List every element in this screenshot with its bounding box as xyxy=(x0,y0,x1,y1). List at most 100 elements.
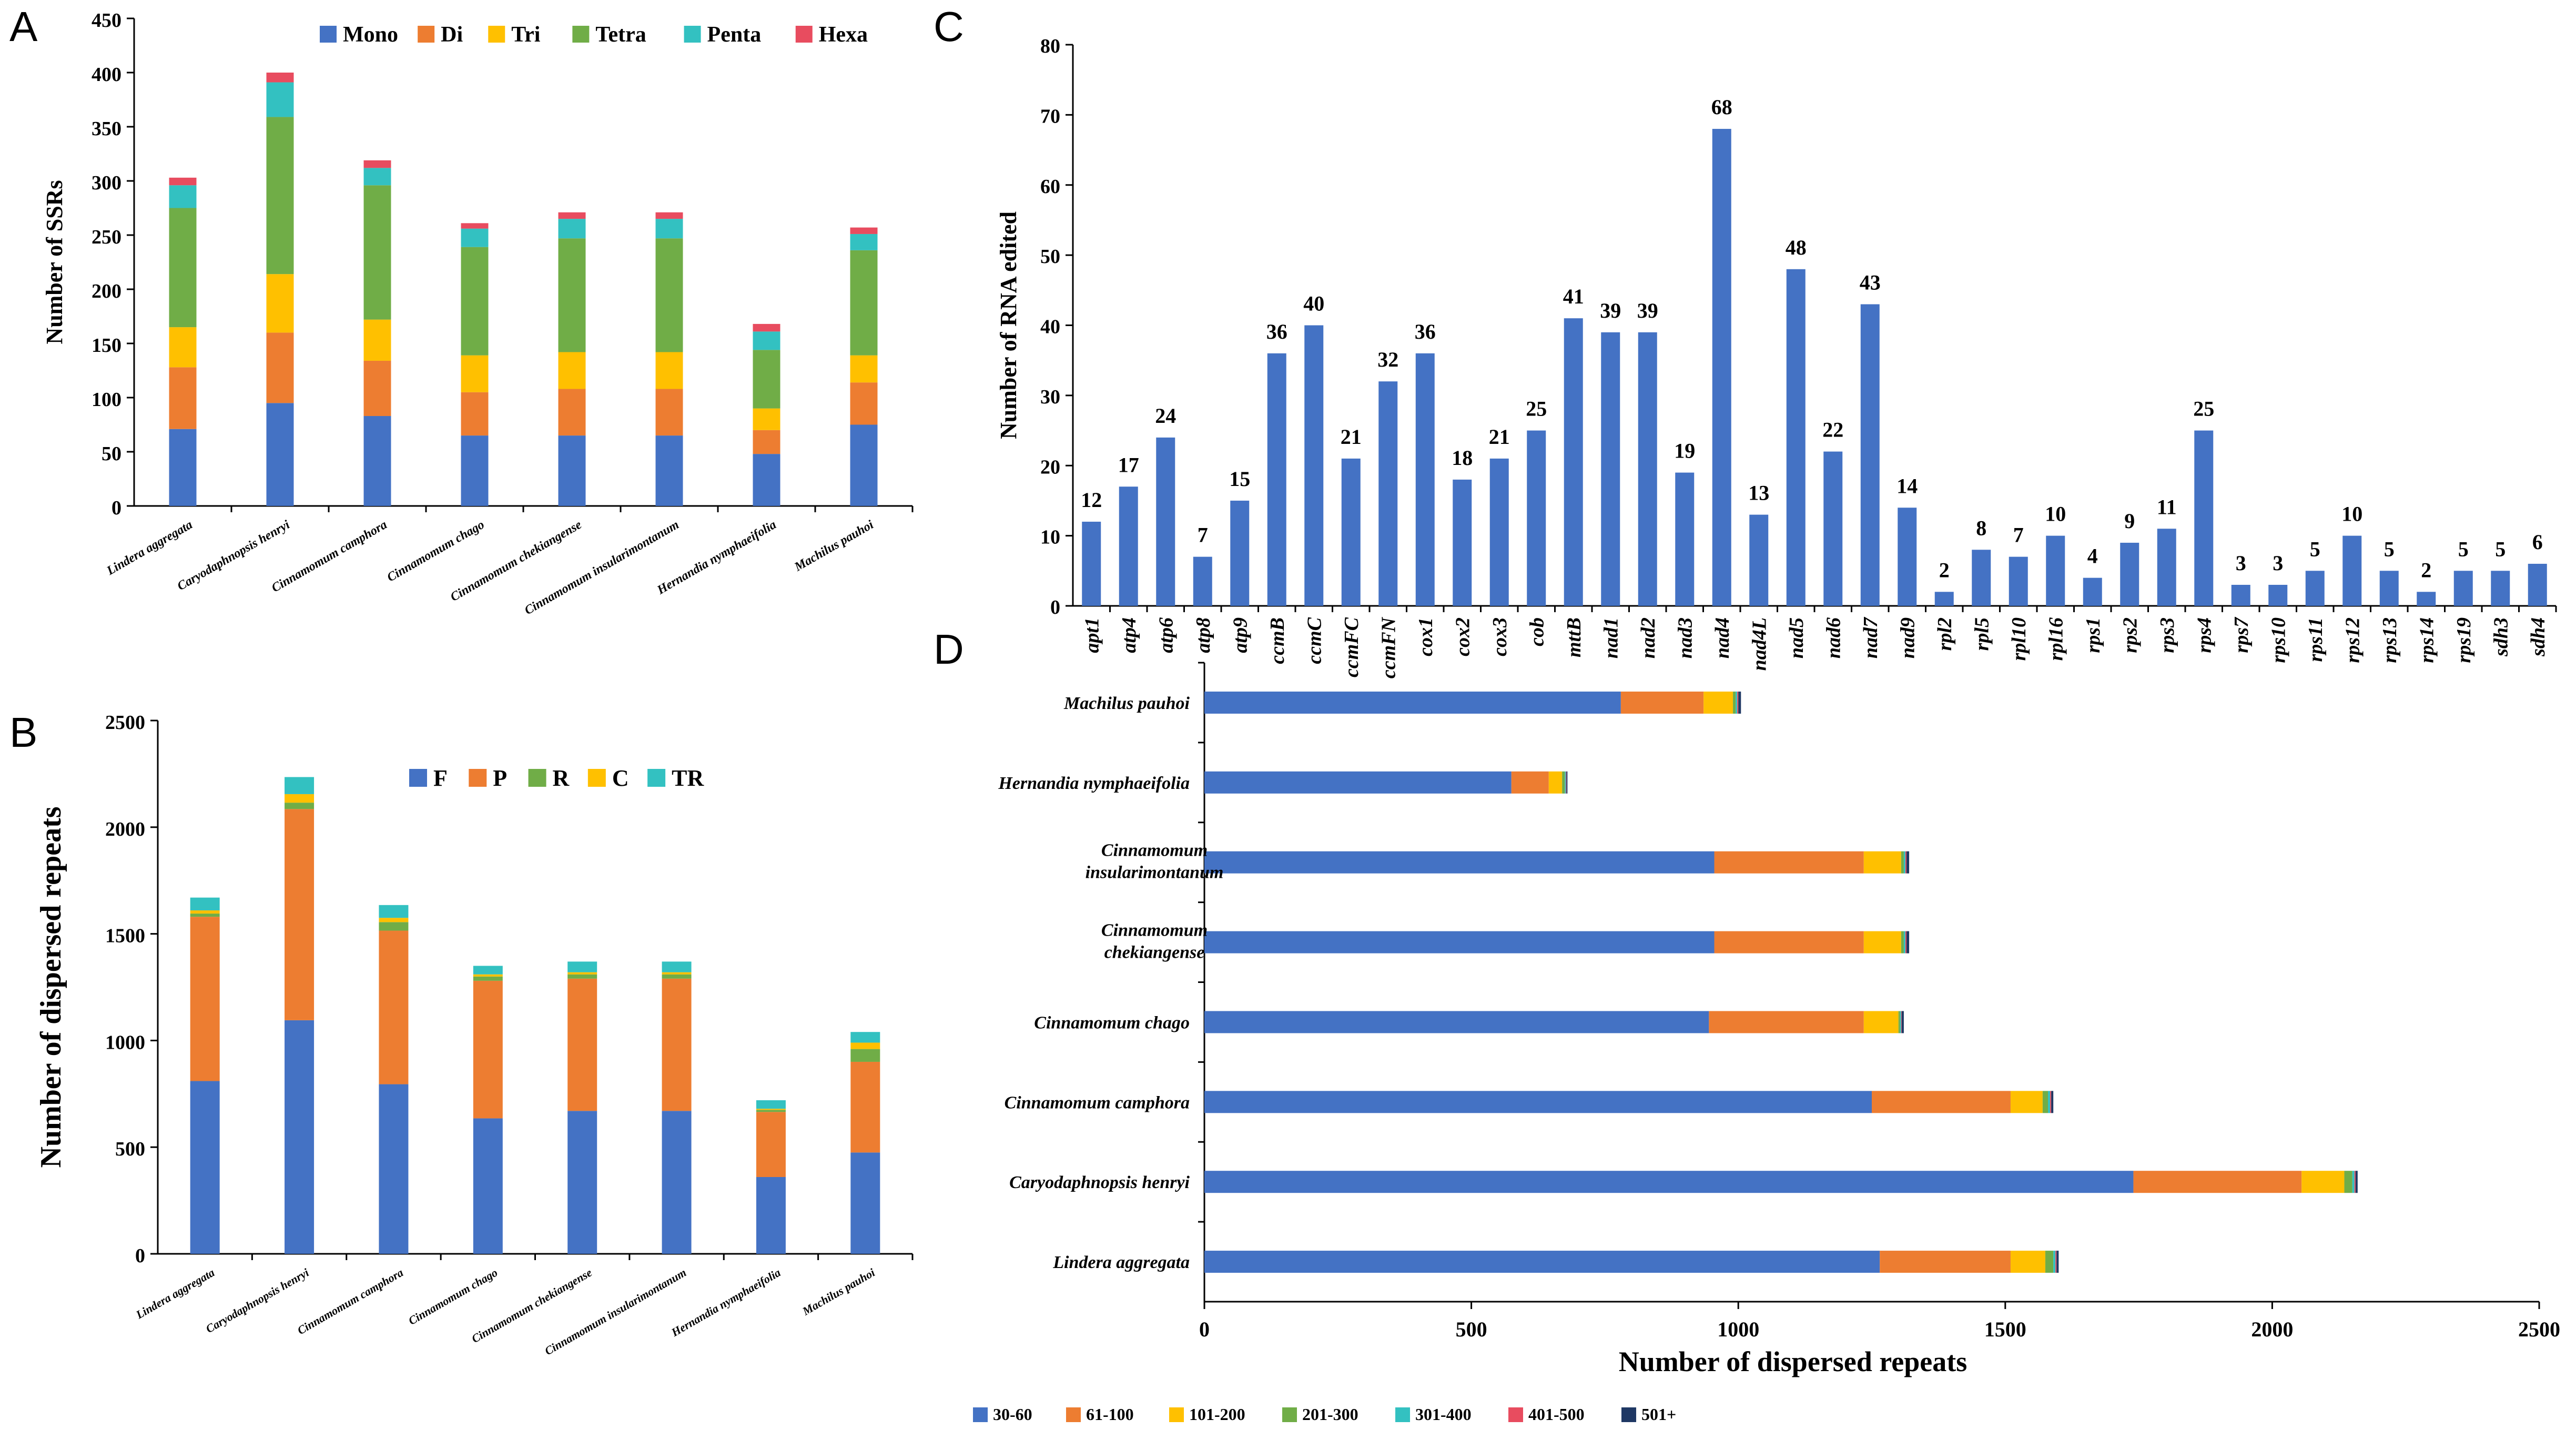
category-label-cox1: cox1 xyxy=(1415,617,1437,656)
category-label-cob: cob xyxy=(1526,617,1548,646)
bar-mono-hernandia-nymphaeifolia xyxy=(753,454,780,506)
legend-swatch-30-60 xyxy=(973,1407,988,1422)
category-label-nad4l: nad4L xyxy=(1748,617,1770,671)
bar-tri-cinnamomum-insularimontanum xyxy=(655,352,683,389)
data-label-nad1: 39 xyxy=(1600,299,1621,322)
bar-301-400-caryodaphnopsis-henryi xyxy=(2352,1171,2355,1193)
y-tick-label: 200 xyxy=(92,280,121,302)
bar-hexa-hernandia-nymphaeifolia xyxy=(753,323,780,332)
category-label-ccmfn: ccmFN xyxy=(1377,616,1399,678)
category-label-cinnamomum-chago: Cinnamomum chago xyxy=(406,1266,500,1327)
bar-201-300-cinnamomum-insularimontanum xyxy=(1901,851,1904,874)
bar-r-machilus-pauhoi xyxy=(850,1049,880,1062)
bar-rps4 xyxy=(2194,430,2214,606)
bar-501-cinnamomum-insularimontanum xyxy=(1906,851,1910,874)
bar-nad2 xyxy=(1638,332,1657,606)
bar-501-cinnamomum-camphora xyxy=(2051,1091,2054,1113)
bar-sdh4 xyxy=(2528,563,2547,606)
bar-401-500-cinnamomum-chekiangense xyxy=(1905,931,1906,954)
bar-mono-machilus-pauhoi xyxy=(850,424,878,506)
data-label-nad2: 39 xyxy=(1637,299,1658,322)
bar-di-cinnamomum-camphora xyxy=(363,360,391,417)
data-label-apt1: 12 xyxy=(1081,488,1102,512)
data-label-rps7: 3 xyxy=(2236,551,2246,575)
category-label-cinnamomum-insularimontanum: Cinnamomum insularimontanum xyxy=(522,518,681,618)
bar-p-cinnamomum-chago xyxy=(473,980,503,1119)
bar-30-60-machilus-pauhoi xyxy=(1204,691,1621,714)
bar-61-100-cinnamomum-camphora xyxy=(1872,1091,2011,1113)
bar-tri-machilus-pauhoi xyxy=(850,355,878,383)
legend-swatch-61-100 xyxy=(1066,1407,1081,1422)
y-tick-label: 100 xyxy=(92,389,121,411)
data-label-rps4: 25 xyxy=(2193,397,2214,421)
bar-atp4 xyxy=(1119,486,1138,606)
x-tick-label: 1500 xyxy=(1984,1317,2026,1341)
bar-501-cinnamomum-chago xyxy=(1901,1011,1904,1033)
bar-hexa-caryodaphnopsis-henryi xyxy=(266,73,294,83)
bar-apt1 xyxy=(1082,521,1101,606)
bar-rps3 xyxy=(2157,529,2176,606)
bar-r-caryodaphnopsis-henryi xyxy=(285,803,315,809)
data-label-cox2: 18 xyxy=(1452,446,1473,470)
bar-cox1 xyxy=(1415,353,1435,606)
legend-label-di: Di xyxy=(441,23,463,47)
data-label-sdh4: 6 xyxy=(2532,530,2543,554)
bar-rps19 xyxy=(2453,571,2473,606)
category-label-machilus-pauhoi: Machilus pauhoi xyxy=(792,518,876,575)
bar-c-cinnamomum-chekiangense xyxy=(567,972,597,975)
category-label-rps12: rps12 xyxy=(2341,617,2364,663)
y-axis-title: Number of dispersed repeats xyxy=(35,806,67,1168)
legend-label-401-500: 401-500 xyxy=(1528,1405,1585,1424)
legend-swatch-penta xyxy=(684,26,701,43)
bar-tetra-cinnamomum-insularimontanum xyxy=(655,238,683,352)
legend-swatch-101-200 xyxy=(1169,1407,1184,1422)
bar-201-300-machilus-pauhoi xyxy=(1733,691,1736,714)
bar-tr-caryodaphnopsis-henryi xyxy=(285,777,315,794)
legend-label-tetra: Tetra xyxy=(595,23,646,47)
bar-61-100-lindera-aggregata xyxy=(1880,1251,2011,1273)
bar-hexa-cinnamomum-insularimontanum xyxy=(655,212,683,219)
bar-401-500-cinnamomum-insularimontanum xyxy=(1905,851,1906,874)
legend-label-101-200: 101-200 xyxy=(1189,1405,1245,1424)
category-label-nad4: nad4 xyxy=(1711,617,1733,658)
data-label-nad7: 43 xyxy=(1860,270,1881,294)
bar-p-cinnamomum-camphora xyxy=(379,930,409,1084)
category-label-apt1: apt1 xyxy=(1081,617,1103,653)
data-label-atp6: 24 xyxy=(1155,404,1176,428)
bar-cob xyxy=(1527,430,1546,606)
y-tick-label: 10 xyxy=(1040,526,1060,549)
bar-nad9 xyxy=(1898,508,1917,606)
category-label-rps4: rps4 xyxy=(2193,617,2215,653)
data-label-rps10: 3 xyxy=(2273,551,2283,575)
data-label-rps2: 9 xyxy=(2124,509,2135,533)
bar-101-200-hernandia-nymphaeifolia xyxy=(1548,771,1563,794)
data-label-nad9: 14 xyxy=(1896,474,1918,498)
y-tick-label: 1500 xyxy=(105,925,145,947)
panel-label-a: A xyxy=(9,3,38,50)
bar-p-caryodaphnopsis-henryi xyxy=(285,809,315,1020)
bar-301-400-cinnamomum-chekiangense xyxy=(1903,931,1905,954)
y-axis-title: Number of SSRs xyxy=(42,180,67,344)
bar-501-lindera-aggregata xyxy=(2056,1251,2059,1273)
bar-rps12 xyxy=(2342,535,2362,606)
category-label-nad2: nad2 xyxy=(1637,617,1659,658)
bar-f-lindera-aggregata xyxy=(190,1081,220,1254)
data-label-rps13: 5 xyxy=(2384,537,2395,561)
legend-label-p: P xyxy=(493,765,507,791)
legend-label-hexa: Hexa xyxy=(819,23,868,47)
y-tick-label: 60 xyxy=(1040,176,1060,198)
bar-cox2 xyxy=(1453,479,1472,606)
bar-201-300-lindera-aggregata xyxy=(2045,1251,2054,1273)
bar-nad3 xyxy=(1675,472,1695,606)
bar-r-cinnamomum-camphora xyxy=(379,922,409,931)
bar-rps14 xyxy=(2417,592,2436,606)
category-label-ccmc: ccmC xyxy=(1303,617,1325,664)
bar-p-cinnamomum-insularimontanum xyxy=(662,978,692,1111)
bar-401-500-machilus-pauhoi xyxy=(1737,691,1739,714)
category-label-cox2: cox2 xyxy=(1452,617,1474,656)
y-tick-label: 0 xyxy=(1050,596,1060,618)
chart-d-dispersed-repeat-length-bars: 0 500 1000 1500 2000 2500 Number of dispersed … xyxy=(973,662,2560,1424)
data-label-rps3: 11 xyxy=(2157,495,2177,519)
bar-r-cinnamomum-chekiangense xyxy=(567,974,597,979)
bar-101-200-cinnamomum-chekiangense xyxy=(1863,931,1901,954)
